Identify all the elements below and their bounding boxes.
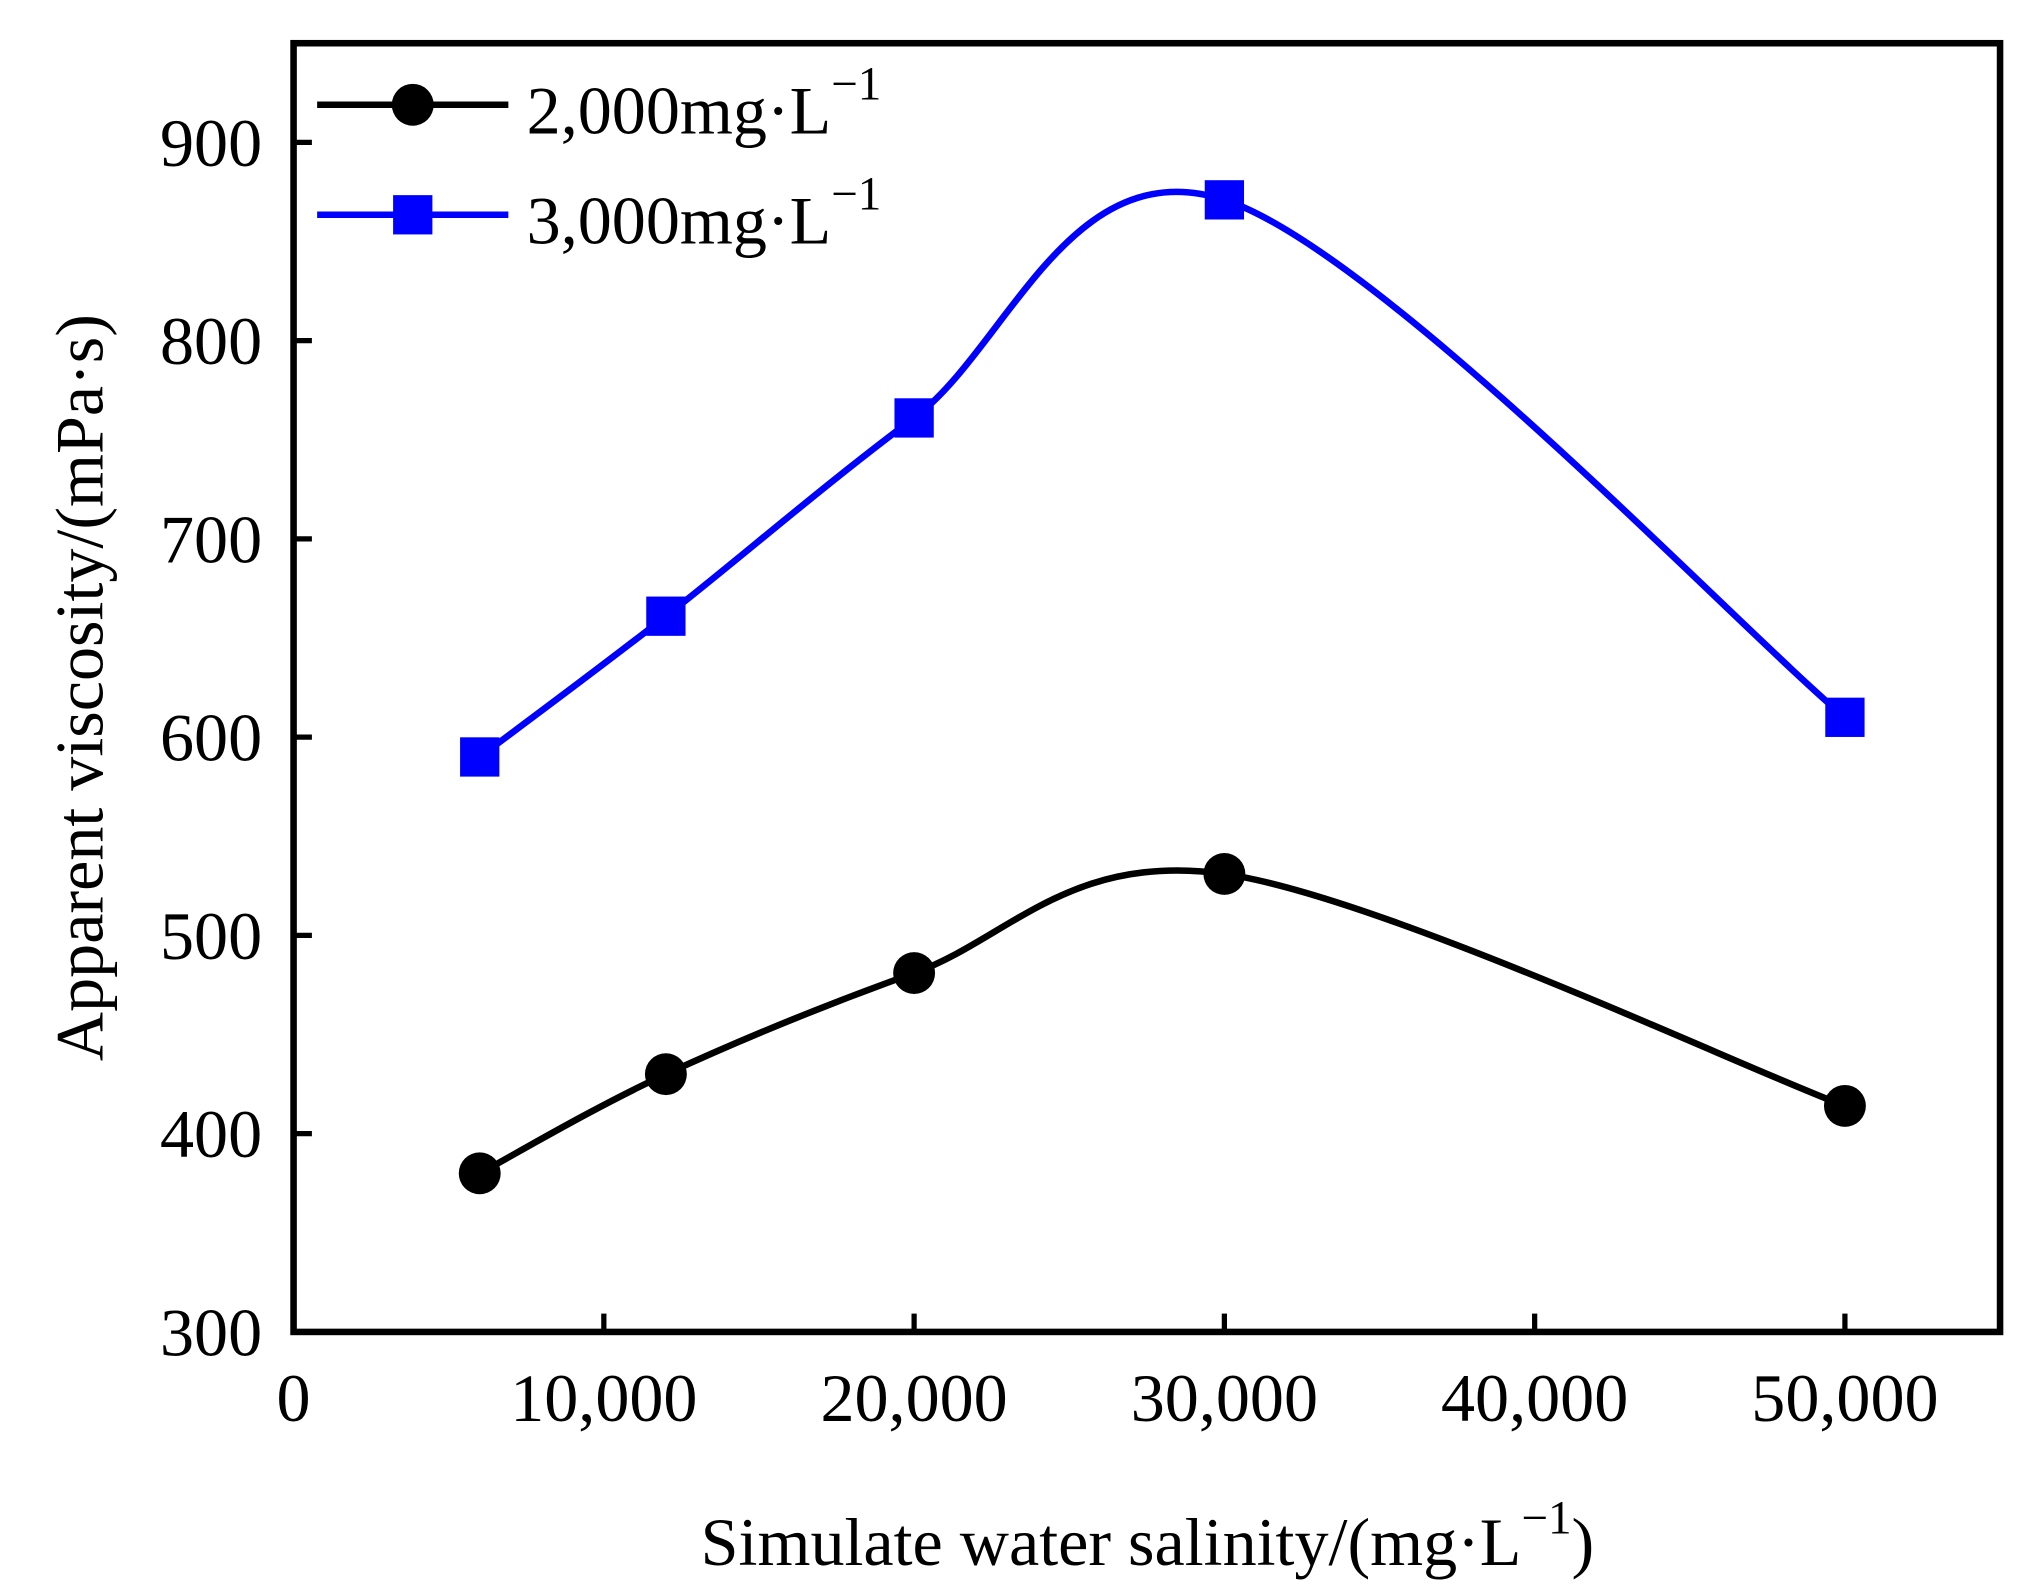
series-line-0 bbox=[478, 867, 1847, 1177]
x-tick-label: 0 bbox=[277, 1360, 311, 1436]
data-point bbox=[458, 1152, 501, 1195]
data-point bbox=[644, 1053, 687, 1096]
legend-marker-square bbox=[393, 195, 433, 235]
data-point bbox=[894, 398, 934, 438]
y-axis-label: Apparent viscosity/(mPa·s) bbox=[41, 314, 117, 1061]
x-axis-label: Simulate water salinity/(mg·L−1) bbox=[701, 1493, 1595, 1580]
plot-frame bbox=[290, 39, 2004, 1336]
y-tick-label: 500 bbox=[160, 898, 262, 974]
legend-marker-circle bbox=[391, 83, 434, 126]
x-tick-label: 10,000 bbox=[510, 1360, 697, 1436]
series-line-1 bbox=[477, 188, 1848, 760]
y-tick-label: 600 bbox=[160, 700, 262, 776]
data-point bbox=[460, 737, 500, 777]
x-tick-label: 40,000 bbox=[1441, 1360, 1628, 1436]
legend-label: 2,000mg·L−1 bbox=[527, 59, 882, 149]
y-tick-label: 400 bbox=[160, 1096, 262, 1172]
x-tick-label: 50,000 bbox=[1751, 1360, 1938, 1436]
data-point bbox=[1204, 180, 1245, 220]
data-point bbox=[1825, 697, 1865, 737]
x-tick-label: 20,000 bbox=[820, 1360, 1007, 1436]
y-tick-label: 300 bbox=[160, 1294, 262, 1370]
x-tick-label: 30,000 bbox=[1131, 1360, 1318, 1436]
data-point bbox=[1823, 1084, 1866, 1127]
data-point bbox=[646, 596, 686, 636]
y-tick-label: 900 bbox=[160, 105, 262, 181]
data-point bbox=[893, 952, 936, 995]
data-point bbox=[1203, 852, 1246, 895]
y-tick-label: 700 bbox=[160, 501, 262, 577]
y-tick-label: 800 bbox=[160, 303, 262, 379]
legend-label: 3,000mg·L−1 bbox=[527, 169, 882, 259]
